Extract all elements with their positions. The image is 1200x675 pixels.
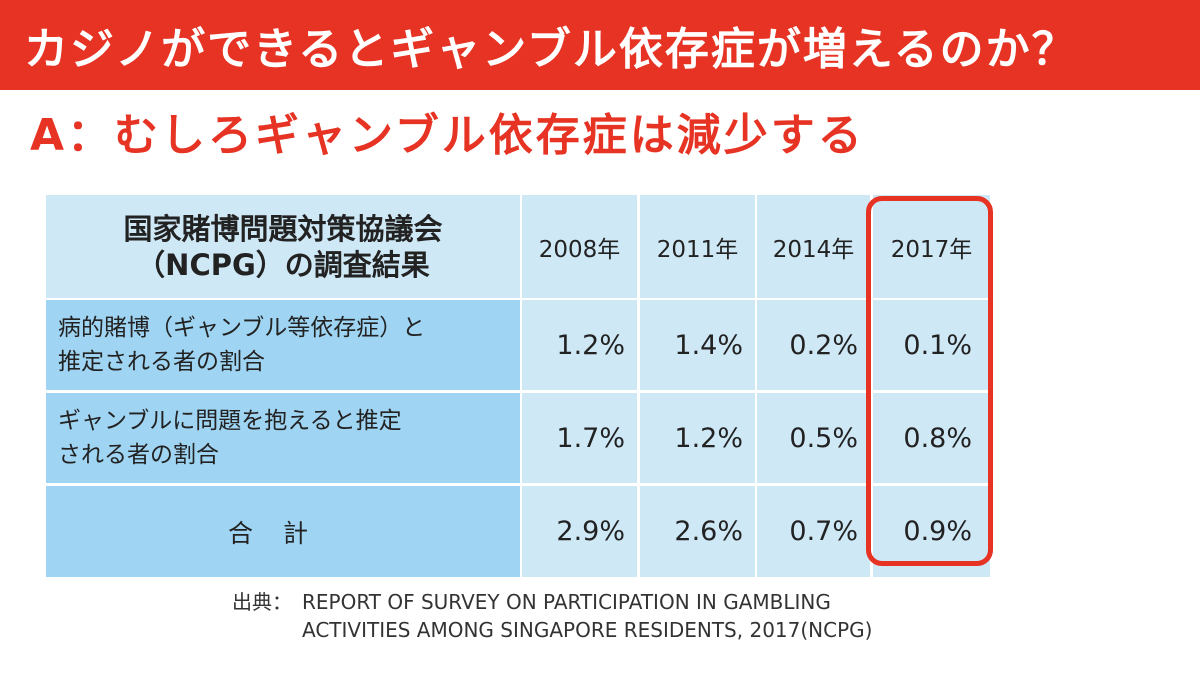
table-cell: 0.7% (757, 486, 870, 577)
row-label-line1: ギャンブルに問題を抱えると推定 (58, 408, 402, 434)
source-line2: ACTIVITIES AMONG SINGAPORE RESIDENTS, 20… (302, 618, 873, 642)
row-label-line1: 病的賭博（ギャンブル等依存症）と (58, 315, 426, 341)
table-cell: 1.2% (522, 300, 637, 390)
table-cell: 2.6% (640, 486, 755, 577)
source-line1: REPORT OF SURVEY ON PARTICIPATION IN GAM… (302, 590, 831, 614)
row-label-problem-gambling: ギャンブルに問題を抱えると推定 される者の割合 (46, 393, 520, 483)
column-header-2014: 2014年 (757, 195, 870, 298)
table-cell: 1.2% (640, 393, 755, 483)
table-cell: 1.7% (522, 393, 637, 483)
table-cell: 0.2% (757, 300, 870, 390)
corner-header-line1: 国家賭博問題対策協議会 (123, 211, 443, 246)
table-corner-header: 国家賭博問題対策協議会 （NCPG）の調査結果 (46, 195, 520, 298)
column-header-2011: 2011年 (640, 195, 755, 298)
table-cell: 0.8% (873, 393, 990, 483)
source-prefix: 出典： (232, 590, 292, 614)
row-label-total: 合計 (46, 486, 520, 577)
table-cell: 1.4% (640, 300, 755, 390)
source-citation: 出典： REPORT OF SURVEY ON PARTICIPATION IN … (232, 588, 872, 644)
column-header-2008: 2008年 (522, 195, 637, 298)
table-cell: 2.9% (522, 486, 637, 577)
row-label-line2: される者の割合 (58, 442, 219, 468)
table-cell: 0.5% (757, 393, 870, 483)
column-header-2017: 2017年 (873, 195, 990, 298)
row-label-pathological: 病的賭博（ギャンブル等依存症）と 推定される者の割合 (46, 300, 520, 390)
table-cell: 0.1% (873, 300, 990, 390)
survey-table: 国家賭博問題対策協議会 （NCPG）の調査結果 2008年 2011年 2014… (46, 195, 990, 577)
answer-subtitle: A：むしろギャンブル依存症は減少する (30, 110, 865, 161)
corner-header-line2: （NCPG）の調査結果 (136, 247, 430, 282)
highlight-2017-column (866, 196, 993, 566)
row-label-line2: 推定される者の割合 (58, 349, 265, 375)
page-title: カジノができるとギャンブル依存症が増えるのか？ (0, 0, 1200, 90)
